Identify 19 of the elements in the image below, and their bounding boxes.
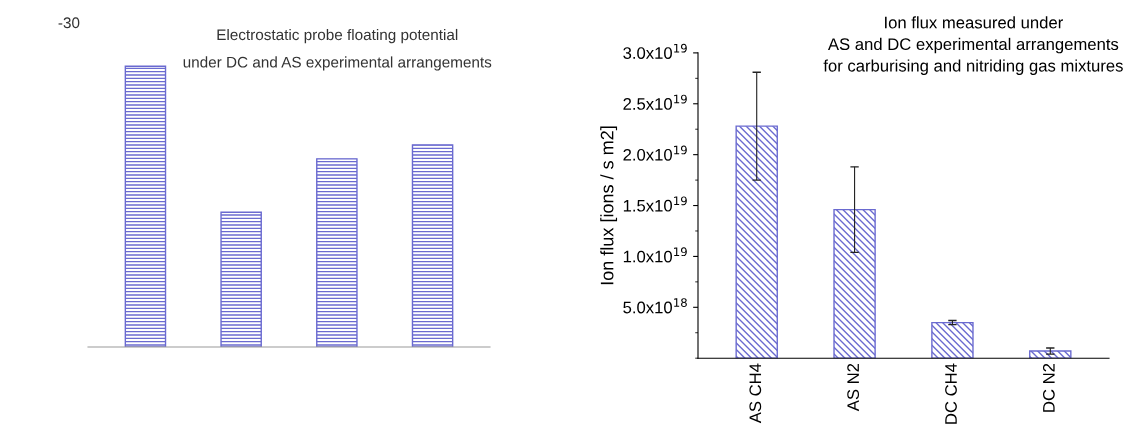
chart-subtitle: under DC and AS experimental arrangements bbox=[183, 56, 492, 71]
y-tick-label: 5.0x10$^{18}$ bbox=[623, 298, 687, 314]
y-tick-label: 1.5x10$^{19}$ bbox=[623, 196, 687, 212]
bar bbox=[124, 65, 167, 348]
x-tick-label: AS CH4 bbox=[749, 363, 762, 424]
bar bbox=[411, 144, 454, 348]
y-tick-label: 1.0x10$^{19}$ bbox=[623, 247, 687, 263]
x-tick-label: AS N2 bbox=[847, 363, 860, 412]
y-tick-label: 2.0x10$^{19}$ bbox=[623, 145, 687, 161]
x-tick-label: DC N2 bbox=[1042, 363, 1055, 412]
text: -30 bbox=[58, 17, 80, 29]
chart-title: Ion flux measured under AS and DC experimental arrangements for carburising and nitriding gas mixtures bbox=[823, 16, 1123, 75]
bar bbox=[316, 158, 358, 348]
y-tick-label: 3.0x10$^{19}$ bbox=[623, 43, 687, 59]
y-axis-title: Ion flux [ions / s m2] bbox=[600, 126, 618, 285]
chart-title: Electrostatic probe floating potential bbox=[217, 28, 458, 44]
x-tick-label: DC CH4 bbox=[945, 363, 957, 424]
y-tick-label: 2.5x10$^{19}$ bbox=[623, 94, 687, 110]
bar bbox=[220, 211, 262, 348]
